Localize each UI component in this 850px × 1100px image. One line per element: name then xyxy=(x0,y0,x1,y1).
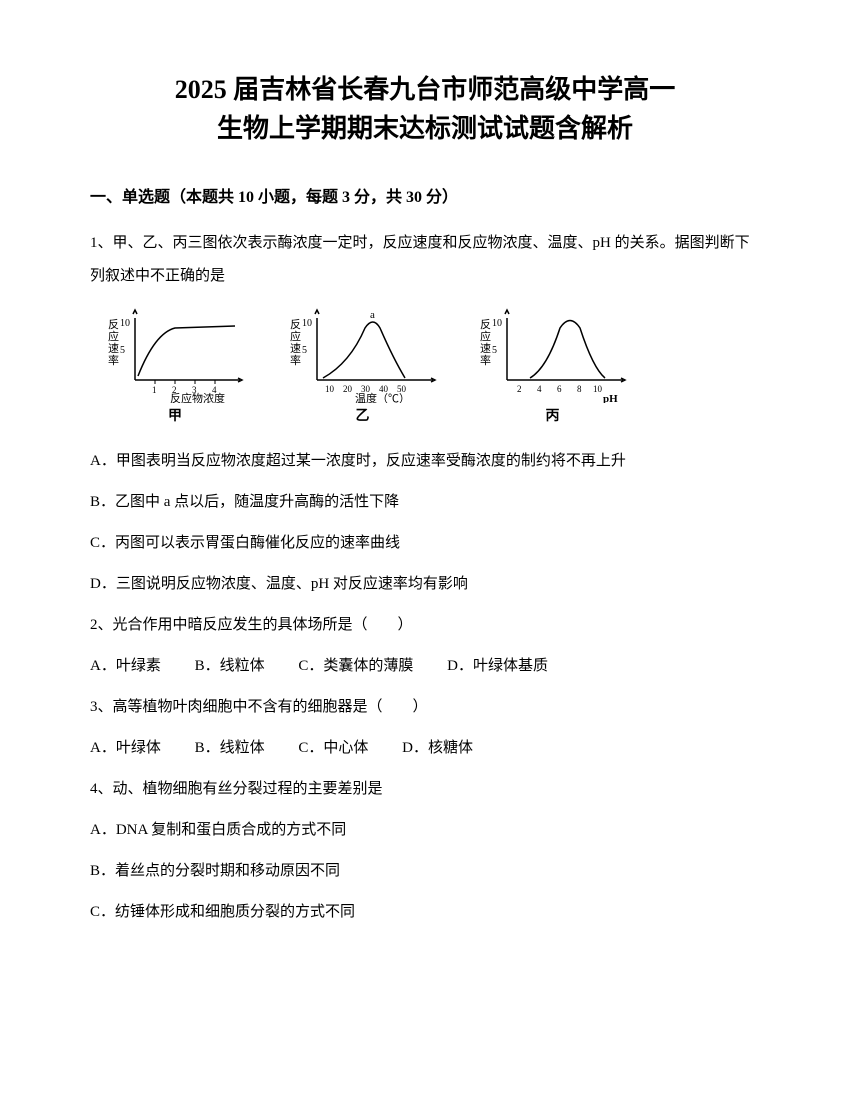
xlabel: 反应物浓度 xyxy=(170,391,225,403)
xtick-label: 2 xyxy=(517,384,522,394)
y-arrow xyxy=(133,310,137,314)
xtick-label: 20 xyxy=(343,384,353,394)
y-arrow xyxy=(315,310,319,314)
q2-option-c: C．类囊体的薄膜 xyxy=(298,658,413,674)
ylabel: 速 xyxy=(108,342,119,355)
ylabel: 率 xyxy=(108,353,119,367)
ytick: 5 xyxy=(302,345,307,356)
q1-option-a: A．甲图表明当反应物浓度超过某一浓度时，反应速率受酶浓度的制约将不再上升 xyxy=(90,445,760,478)
ylabel: 率 xyxy=(480,353,491,367)
ytick: 10 xyxy=(302,318,312,329)
chart-bing: 反 应 速 率 10 5 2 4 6 8 10 pH 丙 xyxy=(475,308,630,425)
xtick-label: 10 xyxy=(593,384,603,394)
chart-bing-svg: 反 应 速 率 10 5 2 4 6 8 10 pH xyxy=(475,308,630,403)
xlabel: 温度（℃） xyxy=(355,391,410,403)
q1-option-d: D．三图说明反应物浓度、温度、pH 对反应速率均有影响 xyxy=(90,568,760,601)
ytick: 5 xyxy=(492,345,497,356)
question-1: 1、甲、乙、丙三图依次表示酶浓度一定时，反应速度和反应物浓度、温度、pH 的关系… xyxy=(90,227,760,293)
question-4: 4、动、植物细胞有丝分裂过程的主要差别是 xyxy=(90,773,760,806)
ytick: 10 xyxy=(492,318,502,329)
xtick-label: 1 xyxy=(152,385,157,395)
ylabel: 率 xyxy=(290,353,301,367)
q1-text: 1、甲、乙、丙三图依次表示酶浓度一定时，反应速度和反应物浓度、温度、pH 的关系… xyxy=(90,227,760,293)
bell-curve xyxy=(323,322,405,378)
title-line-2: 生物上学期期末达标测试试题含解析 xyxy=(90,109,760,148)
chart-jia: 反 应 速 率 10 5 1 2 3 4 反应物浓度 甲 xyxy=(100,308,250,425)
q3-option-b: B．线粒体 xyxy=(195,740,265,756)
q3-option-d: D．核糖体 xyxy=(402,740,473,756)
saturation-curve xyxy=(138,326,235,376)
q1-option-b: B．乙图中 a 点以后，随温度升高酶的活性下降 xyxy=(90,486,760,519)
ytick: 10 xyxy=(120,318,130,329)
document-title: 2025 届吉林省长春九台市师范高级中学高一 生物上学期期末达标测试试题含解析 xyxy=(90,70,760,148)
ylabel: 应 xyxy=(480,329,491,343)
bell-curve xyxy=(530,321,605,379)
ylabel: 速 xyxy=(480,342,491,355)
ylabel: 应 xyxy=(108,329,119,343)
q2-text: 2、光合作用中暗反应发生的具体场所是（ ） xyxy=(90,609,760,642)
xtick-label: 8 xyxy=(577,384,582,394)
q2-options: A．叶绿素 B．线粒体 C．类囊体的薄膜 D．叶绿体基质 xyxy=(90,650,760,683)
section-1-header: 一、单选题（本题共 10 小题，每题 3 分，共 30 分） xyxy=(90,183,760,207)
y-arrow xyxy=(505,310,509,314)
chart-yi-svg: 反 应 速 率 10 5 a 10 20 30 40 50 温度（℃） xyxy=(285,308,440,403)
question-3: 3、高等植物叶肉细胞中不含有的细胞器是（ ） xyxy=(90,691,760,724)
ylabel: 反 xyxy=(480,318,491,331)
xtick-label: 4 xyxy=(537,384,542,394)
chart-jia-label: 甲 xyxy=(100,405,250,425)
q2-option-a: A．叶绿素 xyxy=(90,658,161,674)
title-line-1: 2025 届吉林省长春九台市师范高级中学高一 xyxy=(90,70,760,109)
peak-label: a xyxy=(370,309,375,321)
chart-bing-label: 丙 xyxy=(475,405,630,425)
xtick-label: 10 xyxy=(325,384,335,394)
ylabel: 反 xyxy=(108,318,119,331)
chart-yi: 反 应 速 率 10 5 a 10 20 30 40 50 温度（℃） 乙 xyxy=(285,308,440,425)
question-2: 2、光合作用中暗反应发生的具体场所是（ ） xyxy=(90,609,760,642)
charts-container: 反 应 速 率 10 5 1 2 3 4 反应物浓度 甲 反 应 速 xyxy=(100,308,760,425)
ytick: 5 xyxy=(120,345,125,356)
q4-option-a: A．DNA 复制和蛋白质合成的方式不同 xyxy=(90,814,760,847)
xlabel: pH xyxy=(603,393,618,403)
ylabel: 速 xyxy=(290,342,301,355)
q2-option-d: D．叶绿体基质 xyxy=(447,658,548,674)
chart-jia-svg: 反 应 速 率 10 5 1 2 3 4 反应物浓度 xyxy=(100,308,250,403)
q4-text: 4、动、植物细胞有丝分裂过程的主要差别是 xyxy=(90,773,760,806)
q4-option-c: C．纺锤体形成和细胞质分裂的方式不同 xyxy=(90,896,760,929)
q2-option-b: B．线粒体 xyxy=(195,658,265,674)
ylabel: 反 xyxy=(290,318,301,331)
q1-option-c: C．丙图可以表示胃蛋白酶催化反应的速率曲线 xyxy=(90,527,760,560)
q4-option-b: B．着丝点的分裂时期和移动原因不同 xyxy=(90,855,760,888)
q3-option-a: A．叶绿体 xyxy=(90,740,161,756)
q3-option-c: C．中心体 xyxy=(298,740,368,756)
chart-yi-label: 乙 xyxy=(285,405,440,425)
ylabel: 应 xyxy=(290,329,301,343)
q3-text: 3、高等植物叶肉细胞中不含有的细胞器是（ ） xyxy=(90,691,760,724)
q3-options: A．叶绿体 B．线粒体 C．中心体 D．核糖体 xyxy=(90,732,760,765)
xtick-label: 6 xyxy=(557,384,562,394)
